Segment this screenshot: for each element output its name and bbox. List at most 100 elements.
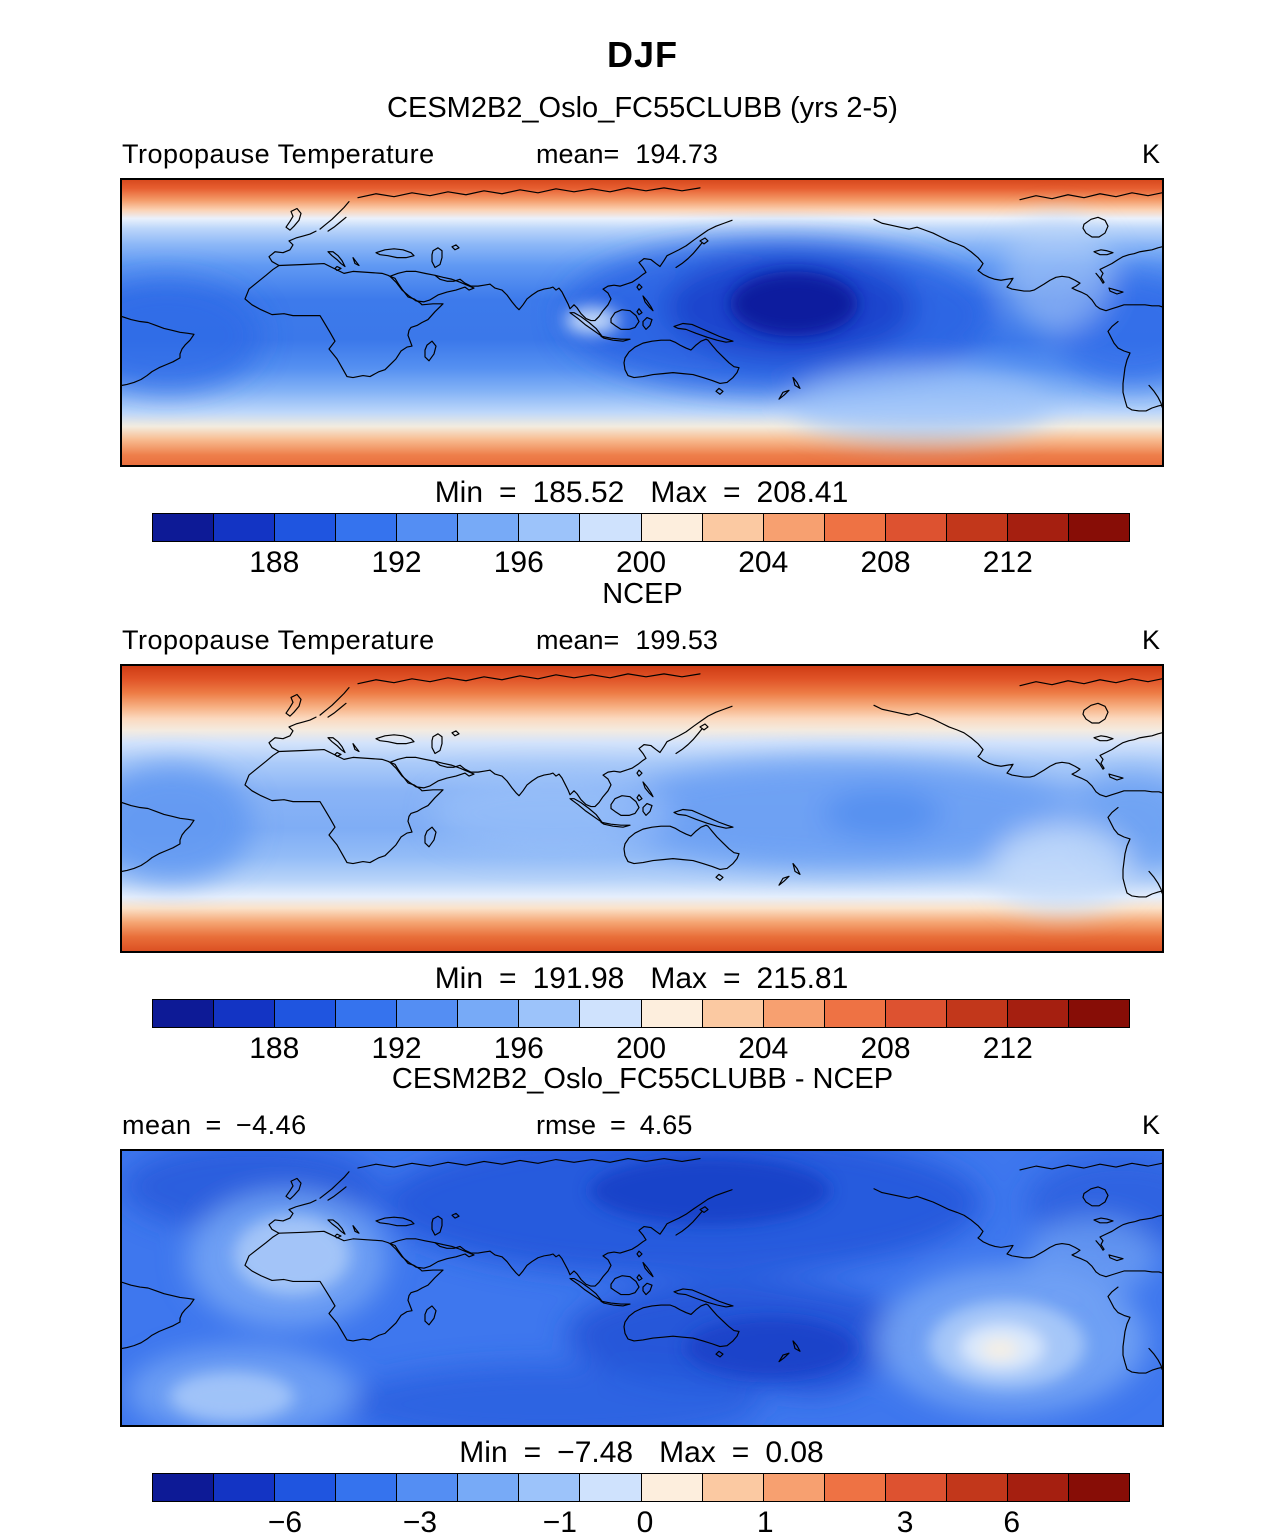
map-model-frame (120, 178, 1164, 467)
rmse-label: rmse (536, 1110, 596, 1140)
map-ncep (122, 666, 1162, 951)
colorbar-segment (823, 514, 885, 541)
equals-sign: = (610, 1110, 626, 1140)
colorbar-segment (579, 1474, 641, 1501)
map-model (122, 180, 1162, 465)
colorbar-tick-label: 212 (982, 546, 1033, 579)
colorbar-segment (823, 1474, 885, 1501)
colorbar-segment (213, 1474, 275, 1501)
max-value: 0.08 (765, 1436, 824, 1469)
field-label: Tropopause Temperature (122, 139, 435, 169)
colorbar-segment (945, 1474, 1007, 1501)
colorbar-segment (396, 1474, 458, 1501)
colorbar-tick-label: 1 (756, 1506, 774, 1539)
colorbar-segment (1067, 1000, 1129, 1027)
map-header-row: Tropopause Temperature mean= 194.73 K (120, 139, 1160, 170)
colorbar-segments (152, 513, 1130, 542)
colorbar-segment (153, 514, 214, 541)
colorbar-tick-label: 200 (615, 546, 667, 579)
colorbar-tick-label: −1 (542, 1506, 577, 1539)
colorbar-segment (884, 1000, 946, 1027)
colorbar-segment (945, 1000, 1007, 1027)
colorbar-segment (274, 1474, 336, 1501)
rmse-readout: rmse = 4.65 (536, 1110, 692, 1141)
colorbar-segments (152, 999, 1130, 1028)
mean-readout: mean = −4.46 (122, 1110, 307, 1141)
colorbar-tick-label: 204 (738, 1032, 789, 1065)
min-value: −7.48 (557, 1436, 634, 1469)
equals-sign: = (723, 962, 741, 995)
map-ncep-frame (120, 664, 1164, 953)
mean-value: −4.46 (235, 1110, 307, 1140)
colorbar-segment (274, 1000, 336, 1027)
colorbar-segment (274, 514, 336, 541)
colorbar-tick-labels: −6 −3 −1 0 1 3 6 (152, 1502, 1130, 1539)
colorbar-tick-label: 192 (371, 1032, 422, 1065)
colorbar-segment (762, 1000, 824, 1027)
mean-value: 194.73 (635, 139, 718, 169)
map-difference-frame (120, 1149, 1164, 1427)
colorbar-tick-label: 3 (896, 1506, 914, 1539)
max-value: 215.81 (756, 962, 849, 995)
map-header-row: mean = −4.46 rmse = 4.65 K (120, 1110, 1160, 1141)
min-value: 185.52 (532, 476, 625, 509)
mean-readout: mean= 199.53 (536, 625, 718, 656)
equals-sign: = (723, 476, 741, 509)
map-difference (122, 1151, 1162, 1425)
colorbar-tick-label: −3 (402, 1506, 438, 1539)
field-features (122, 759, 1162, 912)
panel-subtitle: NCEP (602, 578, 683, 610)
colorbar-segment (701, 1474, 763, 1501)
colorbar-segment (1067, 1474, 1129, 1501)
equals-sign: = (731, 1436, 750, 1469)
colorbar-tick-label: 196 (493, 1032, 544, 1065)
colorbar-segment (762, 514, 824, 541)
colorbar-segment (518, 1474, 580, 1501)
colorbar-tick-label: 200 (615, 1032, 667, 1065)
colorbar: 188 192 196 200 204 208 212 (152, 999, 1130, 1065)
colorbar-segment (457, 1474, 519, 1501)
colorbar-segment (1006, 514, 1068, 541)
colorbar-segment (457, 1000, 519, 1027)
field-extrema (170, 1156, 1085, 1422)
min-label: Min (459, 1436, 508, 1469)
colorbar-segment (213, 1000, 275, 1027)
panel-subtitle: CESM2B2_Oslo_FC55CLUBB - NCEP (391, 1063, 894, 1095)
colorbar-tick-label: 208 (860, 546, 911, 579)
panel-ncep: NCEP Tropopause Temperature mean= 199.53 … (0, 578, 1285, 1065)
mean-label: mean= (536, 625, 620, 655)
colorbar-segment (701, 1000, 763, 1027)
equals-sign: = (499, 476, 517, 509)
max-label: Max (659, 1436, 716, 1469)
colorbar-segment (945, 514, 1007, 541)
colorbar-tick-label: −6 (267, 1506, 303, 1539)
colorbar-tick-label: 212 (982, 1032, 1033, 1065)
colorbar-segment (518, 514, 580, 541)
colorbar-segment (335, 1000, 397, 1027)
min-value: 191.98 (532, 962, 625, 995)
max-label: Max (650, 476, 708, 509)
colorbar-segment (1006, 1474, 1068, 1501)
colorbar-segment (884, 514, 946, 541)
colorbar: −6 −3 −1 0 1 3 6 (152, 1473, 1130, 1539)
page-title: DJF (606, 34, 678, 75)
colorbar-tick-label: 188 (249, 1032, 300, 1065)
colorbar-tick-label: 0 (636, 1506, 654, 1539)
colorbar-segment (701, 514, 763, 541)
colorbar-tick-labels: 188 192 196 200 204 208 212 (152, 1028, 1130, 1065)
unit-label: K (1141, 139, 1160, 169)
colorbar-segment (153, 1000, 214, 1027)
colorbar-segment (762, 1474, 824, 1501)
equals-sign: = (523, 1436, 542, 1469)
colorbar-tick-label: 196 (493, 546, 544, 579)
colorbar-segment (884, 1474, 946, 1501)
field-label: Tropopause Temperature (122, 625, 435, 655)
unit-label: K (1141, 625, 1160, 655)
colorbar-segment (1067, 514, 1129, 541)
colorbar-segment (396, 514, 458, 541)
panel-subtitle: CESM2B2_Oslo_FC55CLUBB (yrs 2-5) (387, 92, 898, 124)
mean-readout: mean= 194.73 (536, 139, 718, 170)
panel-difference: CESM2B2_Oslo_FC55CLUBB - NCEP mean = −4.46… (0, 1063, 1285, 1539)
mean-label: mean (122, 1110, 192, 1140)
